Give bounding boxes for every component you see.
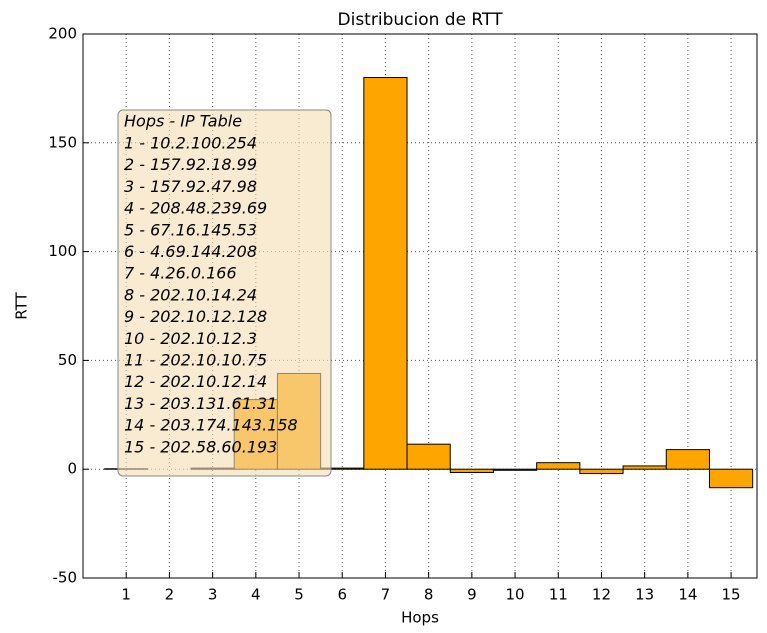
x-tick-label: 11 [549, 586, 568, 604]
bar [579, 468, 624, 475]
bar [363, 77, 408, 470]
annotation-line: 8 - 202.10.14.24 [124, 285, 257, 304]
x-tick-label: 1 [121, 586, 131, 604]
y-tick-label: 150 [48, 133, 77, 151]
annotation-title: Hops - IP Table [124, 112, 242, 131]
bar [622, 465, 667, 470]
x-tick-label: 5 [294, 586, 304, 604]
annotation-line: 5 - 67.16.145.53 [124, 220, 257, 239]
x-tick-label: 6 [337, 586, 347, 604]
y-tick-label: -50 [53, 569, 78, 587]
annotation-line: 6 - 4.69.144.208 [124, 242, 257, 261]
bar [536, 462, 581, 470]
bar [708, 468, 754, 489]
y-tick-label: 200 [48, 25, 77, 43]
y-tick-label: 0 [67, 460, 77, 478]
x-tick-label: 4 [251, 586, 261, 604]
annotation-line: 7 - 4.26.0.166 [124, 264, 237, 283]
bar [665, 449, 710, 470]
annotation-line: 14 - 203.174.143.158 [124, 416, 298, 435]
annotation-line: 15 - 202.58.60.193 [124, 437, 277, 456]
annotation-line: 3 - 157.92.47.98 [124, 177, 257, 196]
x-tick-label: 12 [592, 586, 611, 604]
annotation-line: 11 - 202.10.10.75 [124, 351, 267, 370]
annotation-line: 13 - 203.131.61.31 [124, 394, 277, 413]
annotation-line: 12 - 202.10.12.14 [124, 372, 267, 391]
y-tick-label: 50 [58, 351, 77, 369]
x-tick-label: 13 [635, 586, 654, 604]
plot-frame [82, 33, 758, 579]
x-tick-label: 3 [208, 586, 218, 604]
bar [406, 443, 451, 470]
annotation-line: 9 - 202.10.12.128 [124, 307, 267, 326]
x-tick-label: 8 [424, 586, 434, 604]
x-axis-label: Hops [401, 609, 439, 627]
y-tick-label: 100 [48, 242, 77, 260]
bar [449, 468, 494, 473]
annotation-line: 2 - 157.92.18.99 [124, 155, 257, 174]
x-tick-label: 7 [381, 586, 391, 604]
x-tick-label: 15 [722, 586, 741, 604]
y-axis-label: RTT [13, 291, 31, 319]
x-tick-label: 9 [467, 586, 477, 604]
annotation-line: 10 - 202.10.12.3 [124, 329, 257, 348]
annotation-line: 4 - 208.48.239.69 [124, 199, 267, 218]
chart-title: Distribucion de RTT [338, 10, 504, 30]
bar [492, 468, 538, 471]
x-tick-label: 10 [506, 586, 525, 604]
x-tick-label: 14 [678, 586, 697, 604]
annotation-box [117, 109, 332, 477]
annotation: Hops - IP Table 1 - 10.2.100.254 2 - 157.9… [124, 112, 298, 457]
x-tick-label: 2 [165, 586, 175, 604]
annotation-line: 1 - 10.2.100.254 [124, 134, 257, 153]
